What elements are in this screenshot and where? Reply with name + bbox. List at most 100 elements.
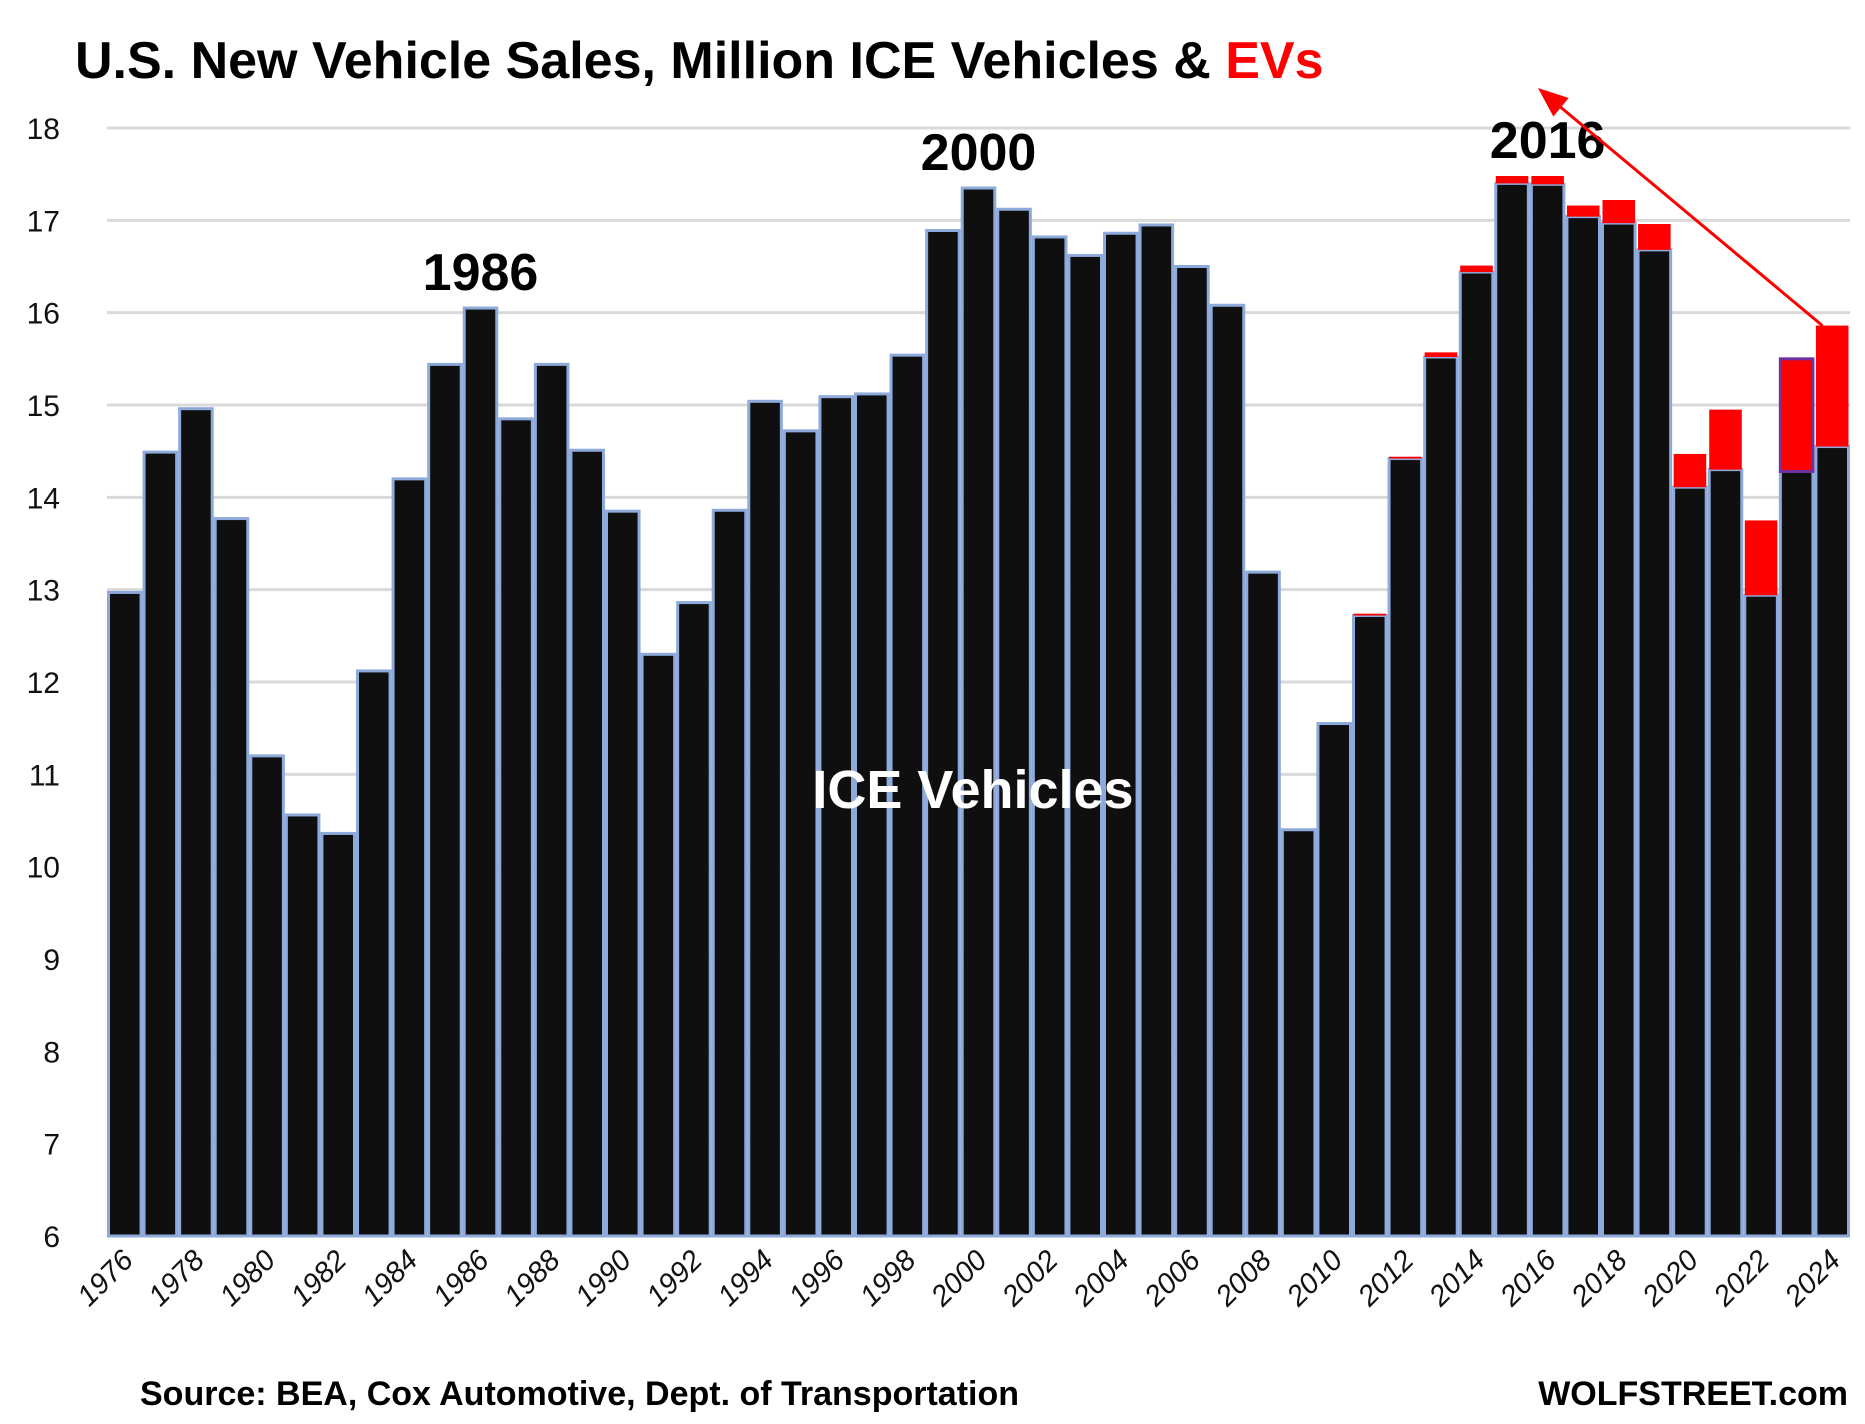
source-note: Source: BEA, Cox Automotive, Dept. of Tr… <box>140 1375 1019 1413</box>
x-tick-label: 2014 <box>1422 1244 1491 1313</box>
ev-bar-2018 <box>1602 200 1636 224</box>
y-tick-label: 7 <box>43 1129 60 1162</box>
ev-bar-2016 <box>1531 176 1564 185</box>
x-tick-label: 1986 <box>427 1244 496 1313</box>
ice-bar-2010 <box>1316 722 1353 1238</box>
ice-bar-1991 <box>640 652 677 1238</box>
annotations: 1986 2000 2016 <box>423 112 1606 302</box>
title-main: U.S. New Vehicle Sales, Million ICE Vehi… <box>75 32 1225 90</box>
x-tick-label: 2022 <box>1707 1244 1776 1313</box>
y-tick-label: 15 <box>27 390 60 423</box>
ice-bar-1990 <box>605 509 641 1238</box>
ice-bar-1982 <box>320 831 356 1238</box>
x-tick-label: 1990 <box>569 1244 637 1312</box>
ice-bar-2008 <box>1245 570 1281 1238</box>
ice-bar-1976 <box>107 590 143 1238</box>
ev-bar-2024 <box>1815 325 1849 447</box>
ice-bar-2005 <box>1138 223 1175 1238</box>
peak-label-1986: 1986 <box>423 244 539 302</box>
ev-bar-2013 <box>1424 352 1458 357</box>
ice-bar-2000 <box>960 186 997 1238</box>
x-tick-label: 1984 <box>356 1244 424 1312</box>
ice-bar-2017 <box>1565 215 1602 1238</box>
ice-bar-2011 <box>1352 614 1388 1238</box>
ice-bar-1988 <box>533 362 570 1238</box>
ice-bar-1999 <box>925 228 961 1238</box>
ice-bar-1987 <box>498 417 534 1238</box>
x-tick-label: 1978 <box>143 1244 211 1312</box>
x-tick-label: 2004 <box>1067 1244 1136 1313</box>
ice-bar-2014 <box>1458 270 1495 1238</box>
ice-bar-2012 <box>1387 457 1424 1238</box>
ev-bar-2012 <box>1389 456 1422 459</box>
y-tick-label: 6 <box>43 1221 60 1254</box>
ev-bar-2021 <box>1709 409 1742 470</box>
peak-label-2000: 2000 <box>921 124 1037 182</box>
brand-label: WOLFSTREET.com <box>1538 1375 1848 1413</box>
ice-bar-1986 <box>462 306 499 1238</box>
peak-label-2016: 2016 <box>1490 112 1606 170</box>
ice-bar-2019 <box>1636 248 1673 1238</box>
ev-bar-2019 <box>1638 224 1671 250</box>
ice-bar-2001 <box>996 207 1032 1238</box>
ice-bar-2018 <box>1601 221 1637 1238</box>
ice-bar-2020 <box>1672 485 1708 1238</box>
x-tick-label: 2024 <box>1778 1244 1847 1313</box>
x-axis: 1976 1978 1980 1982 1984 1986 1988 1990 1992 1994… <box>71 1244 1847 1314</box>
y-tick-label: 13 <box>27 575 60 608</box>
ev-bar-2017 <box>1566 205 1600 217</box>
x-tick-label: 1980 <box>214 1244 282 1312</box>
x-tick-label: 2018 <box>1565 1244 1634 1313</box>
ice-bar-1997 <box>854 392 890 1238</box>
x-tick-label: 1996 <box>783 1244 852 1313</box>
ice-bar-1989 <box>569 448 606 1238</box>
ice-bar-1993 <box>711 508 748 1238</box>
x-tick-label: 2006 <box>1138 1244 1208 1314</box>
x-tick-label: 2008 <box>1209 1244 1278 1313</box>
ice-bar-2004 <box>1103 231 1139 1238</box>
x-tick-label: 1982 <box>285 1244 353 1312</box>
ice-bar-2015 <box>1494 181 1530 1238</box>
x-tick-label: 1998 <box>854 1244 922 1312</box>
y-axis: 6 7 8 9 10 11 12 13 14 15 16 17 18 <box>27 113 60 1254</box>
ev-bar-2020 <box>1673 453 1707 488</box>
ice-bar-2007 <box>1209 303 1246 1238</box>
arrow-head-icon <box>1538 88 1569 117</box>
ev-bar-2011 <box>1353 613 1387 616</box>
ev-bar-2015 <box>1495 176 1529 184</box>
ice-bar-1998 <box>889 353 926 1238</box>
y-tick-label: 14 <box>27 482 60 515</box>
ev-bar-2014 <box>1460 265 1493 273</box>
ice-bar-2016 <box>1529 182 1566 1238</box>
y-tick-label: 16 <box>27 298 60 331</box>
ice-bar-1996 <box>818 395 855 1238</box>
x-tick-label: 1988 <box>498 1244 566 1312</box>
x-tick-label: 2002 <box>996 1244 1065 1313</box>
ice-bar-2006 <box>1174 265 1210 1238</box>
ice-bar-1978 <box>178 407 214 1238</box>
ice-bar-1983 <box>356 669 392 1238</box>
ice-bar-2009 <box>1280 828 1317 1238</box>
x-tick-label: 2012 <box>1351 1244 1420 1313</box>
x-tick-label: 2016 <box>1494 1244 1564 1314</box>
arrow-line <box>1551 98 1824 327</box>
ev-arrow <box>1538 88 1824 327</box>
ice-bar-1994 <box>747 399 783 1238</box>
ice-bar-2002 <box>1031 235 1068 1238</box>
x-tick-label: 2020 <box>1636 1244 1705 1313</box>
x-tick-label: 1994 <box>712 1244 780 1312</box>
ice-bar-1981 <box>284 813 321 1238</box>
ev-bar-2022 <box>1744 520 1778 596</box>
ice-bar-1995 <box>782 429 819 1238</box>
ice-bar-1992 <box>676 601 712 1238</box>
ice-bar-1984 <box>391 477 428 1238</box>
chart-title: U.S. New Vehicle Sales, Million ICE Vehi… <box>75 32 1324 90</box>
bars <box>107 176 1851 1238</box>
ice-bar-2021 <box>1707 468 1744 1238</box>
y-tick-label: 8 <box>43 1036 60 1069</box>
title-ev-word: EVs <box>1225 32 1323 90</box>
ice-bar-2013 <box>1423 355 1459 1238</box>
ev-bar-2023 <box>1778 357 1815 473</box>
x-tick-label: 1976 <box>71 1244 140 1313</box>
